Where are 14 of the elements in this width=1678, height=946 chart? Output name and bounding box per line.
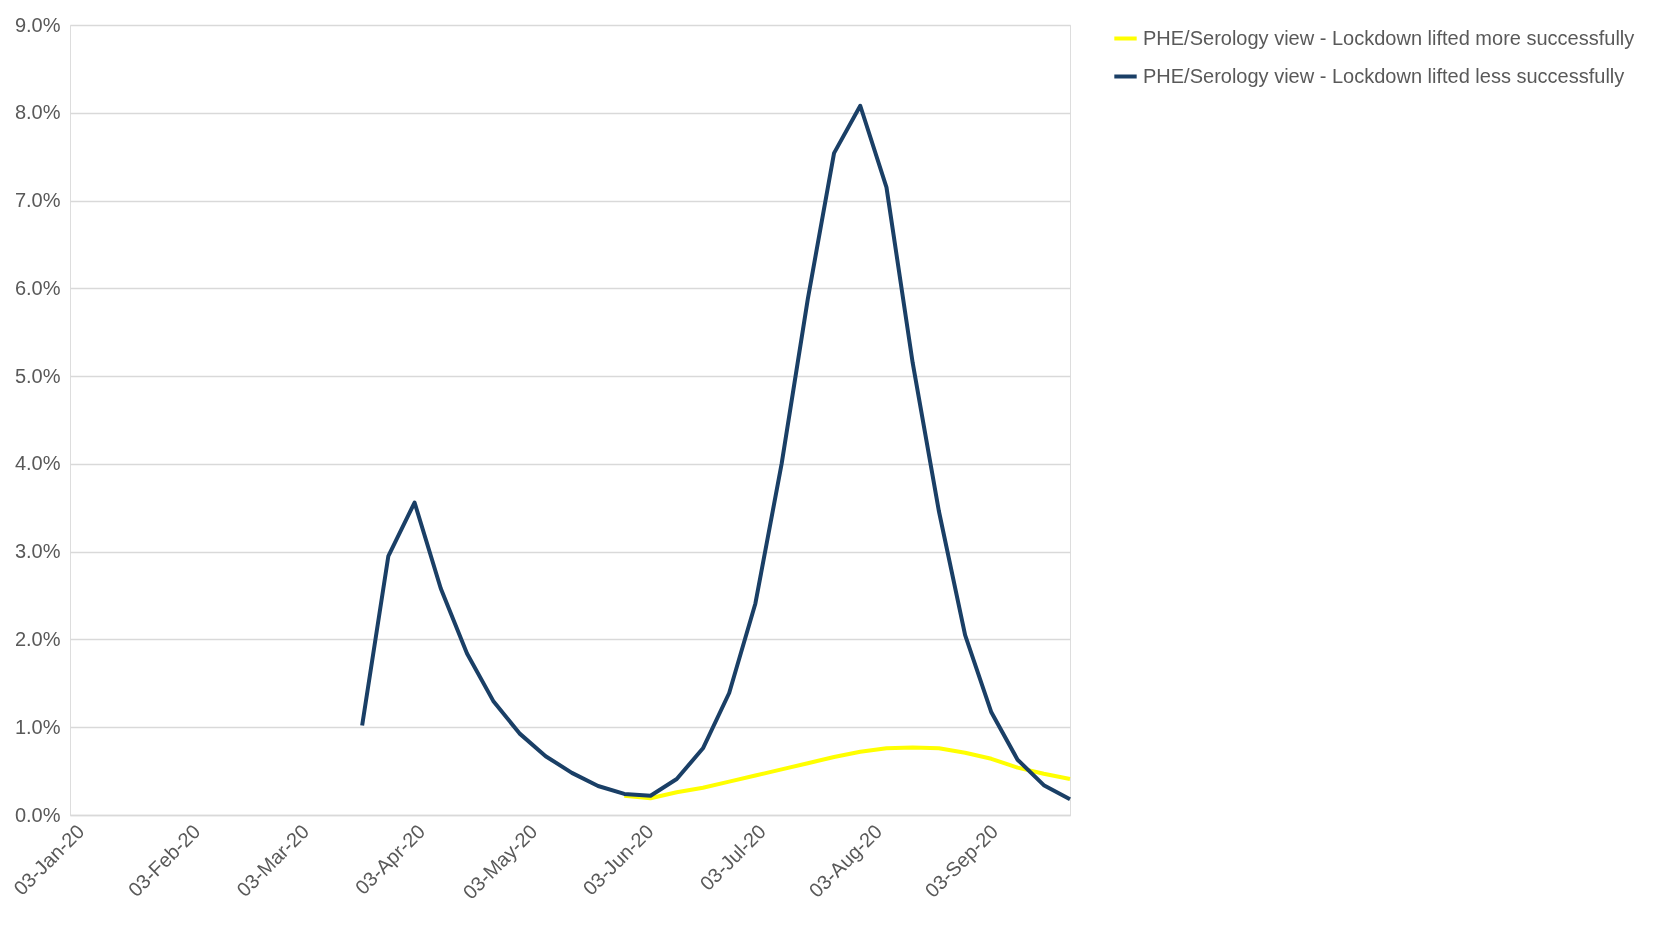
y-tick-label: 3.0% xyxy=(14,540,61,563)
y-tick-label: 5.0% xyxy=(14,364,61,387)
y-tick-label: 1.0% xyxy=(14,715,61,738)
legend-label: PHE/Serology view - Lockdown lifted less successfully xyxy=(1143,64,1625,87)
y-tick-label: 7.0% xyxy=(14,189,61,212)
y-tick-label: 9.0% xyxy=(14,13,61,36)
y-tick-label: 0.0% xyxy=(14,803,61,826)
legend-label: PHE/Serology view - Lockdown lifted more successfully xyxy=(1143,26,1635,49)
y-tick-label: 2.0% xyxy=(14,627,61,650)
line-series xyxy=(622,745,1072,801)
y-tick-label: 4.0% xyxy=(14,452,61,475)
y-tick-label: 8.0% xyxy=(14,101,61,124)
line-series xyxy=(360,103,1072,802)
y-tick-label: 6.0% xyxy=(14,276,61,299)
